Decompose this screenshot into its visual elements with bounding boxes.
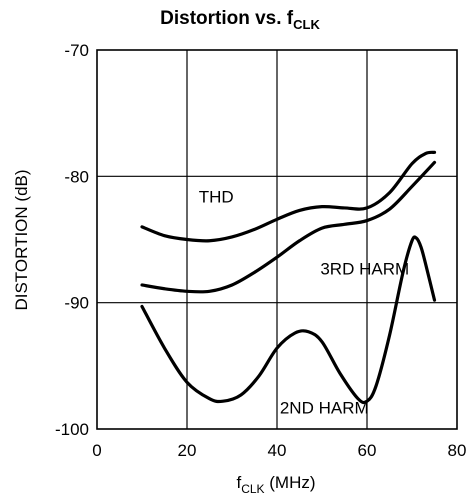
series-lines (140, 150, 437, 405)
y-tick-label: -70 (64, 41, 89, 60)
series-annotations: THD 3RD HARM 2ND HARM (199, 188, 409, 418)
y-tick-label: -100 (55, 420, 89, 439)
y-tick-label: -90 (64, 294, 89, 313)
annotation-thd: THD (199, 188, 234, 207)
annotation-3rd-harm: 3RD HARM (320, 260, 409, 279)
y-axis-label: DISTORTION (dB) (12, 169, 31, 310)
series-line-2nd-harm (140, 235, 437, 405)
x-tick-label: 0 (92, 441, 101, 460)
chart-title: Distortion vs. fCLK (160, 8, 320, 32)
series-line-thd (140, 150, 437, 243)
x-axis-label-subscript: CLK (241, 482, 264, 496)
x-tick-label: 60 (358, 441, 377, 460)
x-axis-label: fCLK (MHz) (236, 473, 315, 496)
x-tick-label: 40 (268, 441, 287, 460)
y-tick-label: -80 (64, 167, 89, 186)
x-axis-label-unit: (MHz) (265, 473, 316, 492)
plot-frame (96, 49, 458, 430)
chart-title-subscript: CLK (293, 17, 320, 32)
tick-labels: 0 20 40 60 80 -70 -80 -90 -100 (55, 41, 466, 460)
x-tick-label: 20 (178, 441, 197, 460)
x-tick-label: 80 (448, 441, 467, 460)
grid (97, 50, 457, 429)
series-line-3rd-harm (140, 160, 437, 294)
annotation-2nd-harm: 2ND HARM (280, 399, 369, 418)
